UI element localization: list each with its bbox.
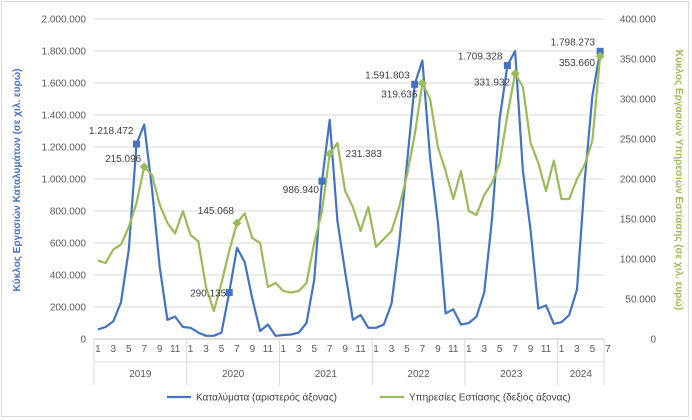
month-tick-label: 1 <box>373 344 379 355</box>
year-label: 2023 <box>500 369 523 380</box>
year-label: 2021 <box>315 369 338 380</box>
month-tick-label: 1 <box>95 344 101 355</box>
right-tick-label: 50.000 <box>625 295 656 306</box>
right-tick-label: 350.000 <box>620 55 657 66</box>
month-tick-label: 11 <box>263 344 274 355</box>
left-tick-label: 1.400.000 <box>42 111 87 122</box>
left-tick-label: 1.800.000 <box>42 47 87 58</box>
year-label: 2019 <box>129 369 152 380</box>
legend-label: Υπηρεσίες Εστίασης (δεξιός άξονας) <box>409 392 571 404</box>
month-tick-label: 11 <box>170 344 181 355</box>
month-tick-label: 5 <box>126 344 132 355</box>
month-tick-label: 9 <box>435 344 441 355</box>
left-tick-label: 1.600.000 <box>42 79 87 90</box>
left-tick-label: 400.000 <box>50 271 87 282</box>
data-marker <box>503 62 511 70</box>
right-tick-label: 100.000 <box>620 255 657 266</box>
month-tick-label: 3 <box>481 344 487 355</box>
right-tick-label: 400.000 <box>620 15 657 26</box>
data-marker <box>411 80 419 88</box>
left-tick-label: 800.000 <box>50 207 87 218</box>
data-label: 986.940 <box>283 185 320 196</box>
data-label: 331.932 <box>474 77 511 88</box>
month-tick-label: 7 <box>327 344 333 355</box>
month-tick-label: 3 <box>111 344 117 355</box>
data-marker <box>417 78 427 88</box>
data-label: 231.383 <box>346 149 383 160</box>
month-tick-label: 7 <box>512 344 518 355</box>
data-label: 1.709.328 <box>458 52 503 63</box>
month-tick-label: 5 <box>311 344 317 355</box>
legend-label: Καταλύματα (αριστερός άξονας) <box>196 392 337 404</box>
left-tick-label: 1.000.000 <box>42 175 87 186</box>
data-label: 1.798.273 <box>551 37 596 48</box>
month-tick-label: 3 <box>574 344 580 355</box>
month-tick-label: 7 <box>605 344 611 355</box>
month-tick-label: 9 <box>528 344 534 355</box>
data-markers <box>133 47 605 297</box>
month-tick-label: 3 <box>389 344 395 355</box>
data-marker <box>596 47 604 55</box>
data-label: 1.218.472 <box>89 126 134 137</box>
left-tick-label: 200.000 <box>50 303 87 314</box>
legend: Καταλύματα (αριστερός άξονας) Υπηρεσίες Ε… <box>167 392 571 404</box>
year-label: 2020 <box>222 369 245 380</box>
month-tick-label: 1 <box>188 344 194 355</box>
data-label: 145.068 <box>198 206 235 217</box>
data-marker <box>133 140 140 148</box>
month-tick-label: 7 <box>141 344 147 355</box>
right-tick-label: 0 <box>650 335 656 346</box>
left-tick-label: 1.200.000 <box>42 143 87 154</box>
left-tick-label: 0 <box>80 335 86 346</box>
month-tick-label: 5 <box>404 344 410 355</box>
year-label: 2022 <box>407 369 430 380</box>
month-tick-label: 1 <box>559 344 565 355</box>
month-tick-label: 3 <box>203 344 209 355</box>
data-label: 290.135 <box>190 289 227 300</box>
series-lines <box>97 49 602 337</box>
month-tick-label: 11 <box>541 344 552 355</box>
data-marker <box>510 68 520 78</box>
y-axis-left-title: Κύκλος Εργασιών Καταλυμάτων (σε χιλ. ευρ… <box>12 69 23 292</box>
x-axis: 1 3 5 7 9 11 1 3 5 7 9 11 1 3 5 7 9 11 1 3 5 7 9 11 1 3 5 7 9 11 1 3 5 72… <box>93 338 611 385</box>
month-tick-label: 5 <box>590 344 596 355</box>
data-labels: 1.218.472 290.135 986.940 1.591.803 1.709.32… <box>89 37 596 299</box>
data-marker <box>318 177 326 185</box>
right-axis-ticks: 0 50.000 100.000 150.000 200.000 250.000 300.0… <box>620 15 657 346</box>
left-tick-label: 2.000.000 <box>42 15 87 26</box>
year-label: 2024 <box>570 369 593 380</box>
left-tick-label: 600.000 <box>50 239 87 250</box>
data-label: 215.096 <box>105 154 142 165</box>
data-marker <box>225 289 233 297</box>
left-axis-ticks: 0 200.000 400.000 600.000 800.000 1.000.000 1.… <box>42 15 87 346</box>
right-tick-label: 300.000 <box>620 95 657 106</box>
data-marker <box>232 218 242 228</box>
month-tick-label: 9 <box>157 344 163 355</box>
month-tick-label: 3 <box>296 344 302 355</box>
month-tick-label: 1 <box>281 344 287 355</box>
data-marker <box>139 162 149 172</box>
month-tick-label: 9 <box>250 344 256 355</box>
month-tick-label: 5 <box>219 344 225 355</box>
month-tick-label: 7 <box>420 344 426 355</box>
right-tick-label: 150.000 <box>620 215 657 226</box>
data-label: 1.591.803 <box>365 70 410 81</box>
data-label: 319.636 <box>381 89 418 100</box>
data-marker <box>325 149 335 159</box>
data-label: 353.660 <box>559 58 596 69</box>
y-axis-right-title: Κύκλος Εργασιών Υπηρεσιών Εστίασης (σε χ… <box>673 50 684 310</box>
month-tick-label: 11 <box>355 344 366 355</box>
right-tick-label: 200.000 <box>620 175 657 186</box>
month-tick-label: 7 <box>234 344 240 355</box>
month-tick-label: 9 <box>342 344 348 355</box>
data-marker <box>595 51 605 61</box>
month-tick-label: 11 <box>448 344 459 355</box>
month-tick-label: 5 <box>497 344 503 355</box>
right-tick-label: 250.000 <box>620 135 657 146</box>
month-tick-label: 1 <box>466 344 472 355</box>
